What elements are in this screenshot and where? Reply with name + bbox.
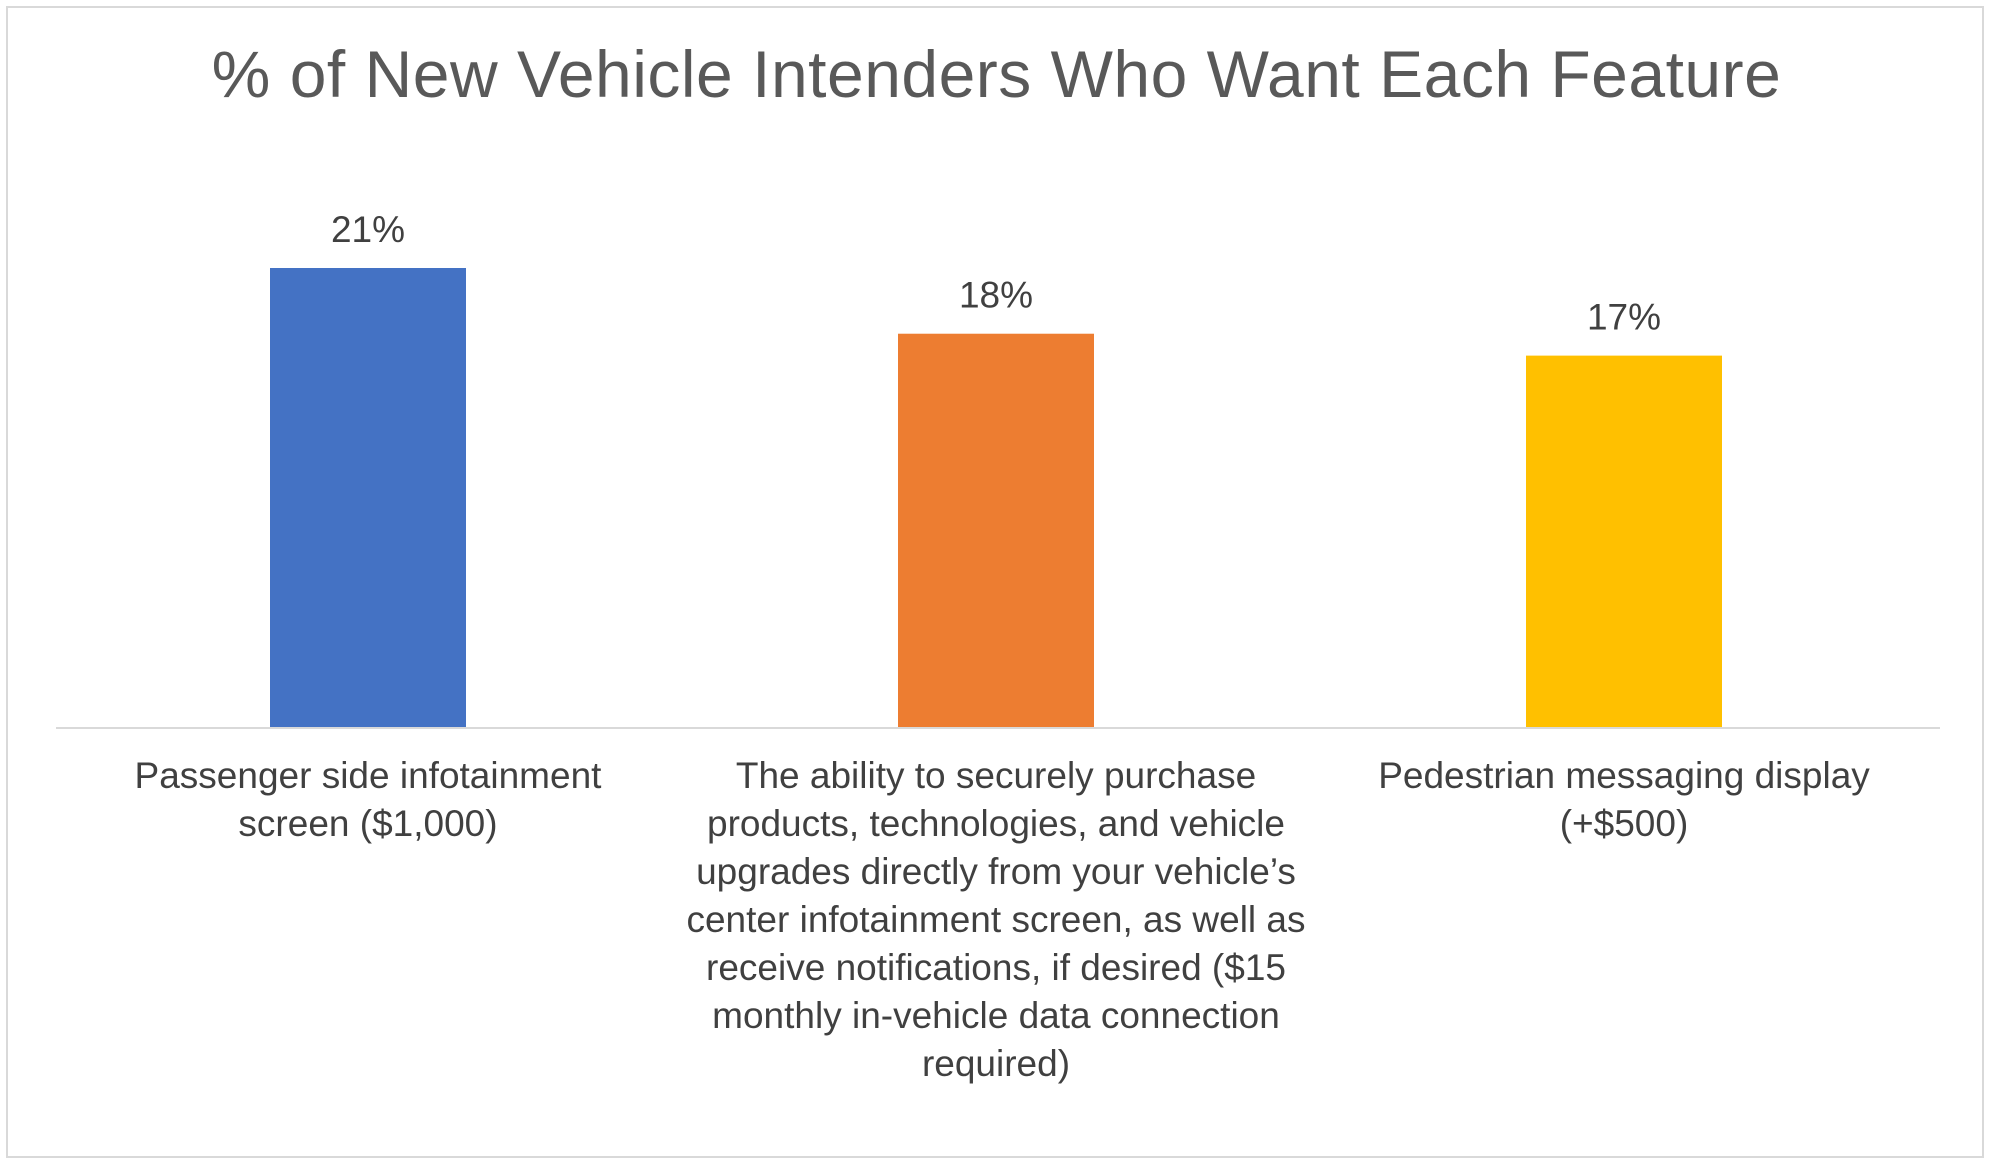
bar-passenger-screen [270, 268, 466, 728]
data-label-secure-purchase: 18% [959, 275, 1033, 316]
data-label-passenger-screen: 21% [331, 209, 405, 250]
bar-secure-purchase [898, 333, 1094, 728]
category-label-passenger-screen: Passenger side infotainment screen ($1,0… [134, 755, 602, 844]
category-label-pedestrian-display: Pedestrian messaging display (+$500) [1378, 755, 1870, 844]
data-label-pedestrian-display: 17% [1587, 297, 1661, 338]
chart-title: % of New Vehicle Intenders Who Want Each… [211, 37, 1782, 111]
bar-pedestrian-display [1526, 355, 1722, 728]
category-label-secure-purchase: The ability to securely purchase product… [686, 755, 1306, 1084]
